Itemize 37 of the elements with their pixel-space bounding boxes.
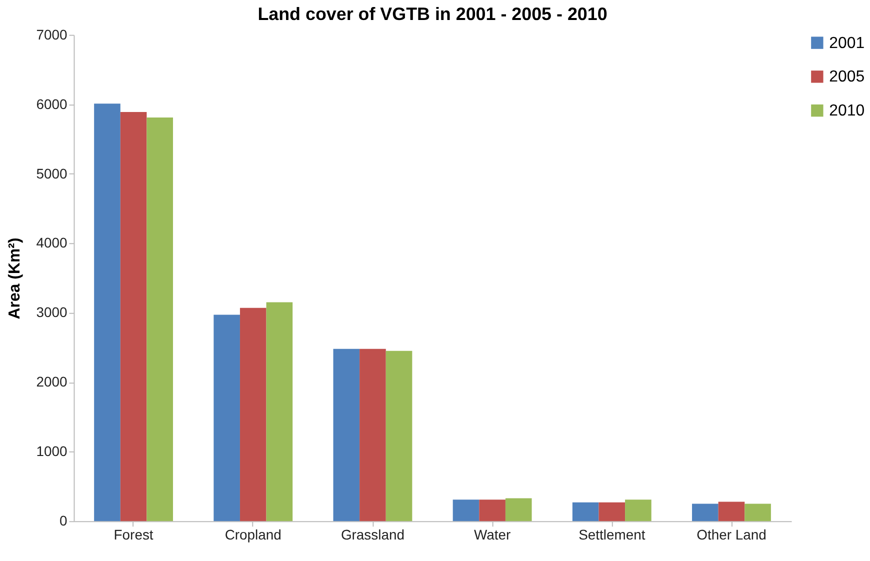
bar [360, 348, 386, 522]
y-tick-label: 7000 [36, 26, 68, 42]
bar [625, 500, 652, 522]
bar [572, 502, 599, 522]
legend-label: 2005 [829, 68, 865, 86]
bar [120, 112, 147, 522]
y-tick-label: 1000 [36, 443, 68, 460]
bar [214, 314, 240, 522]
x-tick-label: Cropland [224, 526, 282, 543]
legend-label: 2010 [829, 102, 865, 120]
bar [744, 504, 771, 522]
bar [598, 502, 626, 522]
y-tick-label: 2000 [36, 374, 68, 390]
x-tick-label: Other Land [696, 526, 766, 543]
y-tick-label: 3000 [36, 304, 68, 320]
legend-label: 2001 [829, 34, 865, 52]
bar [94, 104, 120, 522]
bar [692, 504, 718, 522]
bar [266, 302, 293, 522]
bar [718, 502, 745, 522]
bar [333, 348, 360, 522]
bar [452, 500, 480, 522]
y-tick-label: 6000 [36, 96, 68, 112]
x-tick-label: Water [474, 526, 511, 543]
y-tick-label: 4000 [36, 234, 68, 251]
bar [386, 350, 412, 522]
y-tick-label: 5000 [36, 165, 68, 182]
x-tick-label: Forest [114, 526, 154, 543]
chart-title: Land cover of VGTB in 2001 - 2005 - 2010 [258, 4, 608, 24]
bar [146, 118, 174, 522]
y-axis-title: Area (Km²) [6, 238, 24, 320]
x-tick-label: Settlement [578, 526, 646, 543]
bar [479, 500, 506, 522]
bar [240, 308, 266, 522]
y-tick-label: 0 [60, 512, 68, 529]
bar [505, 498, 532, 522]
x-tick-label: Grassland [340, 526, 404, 543]
